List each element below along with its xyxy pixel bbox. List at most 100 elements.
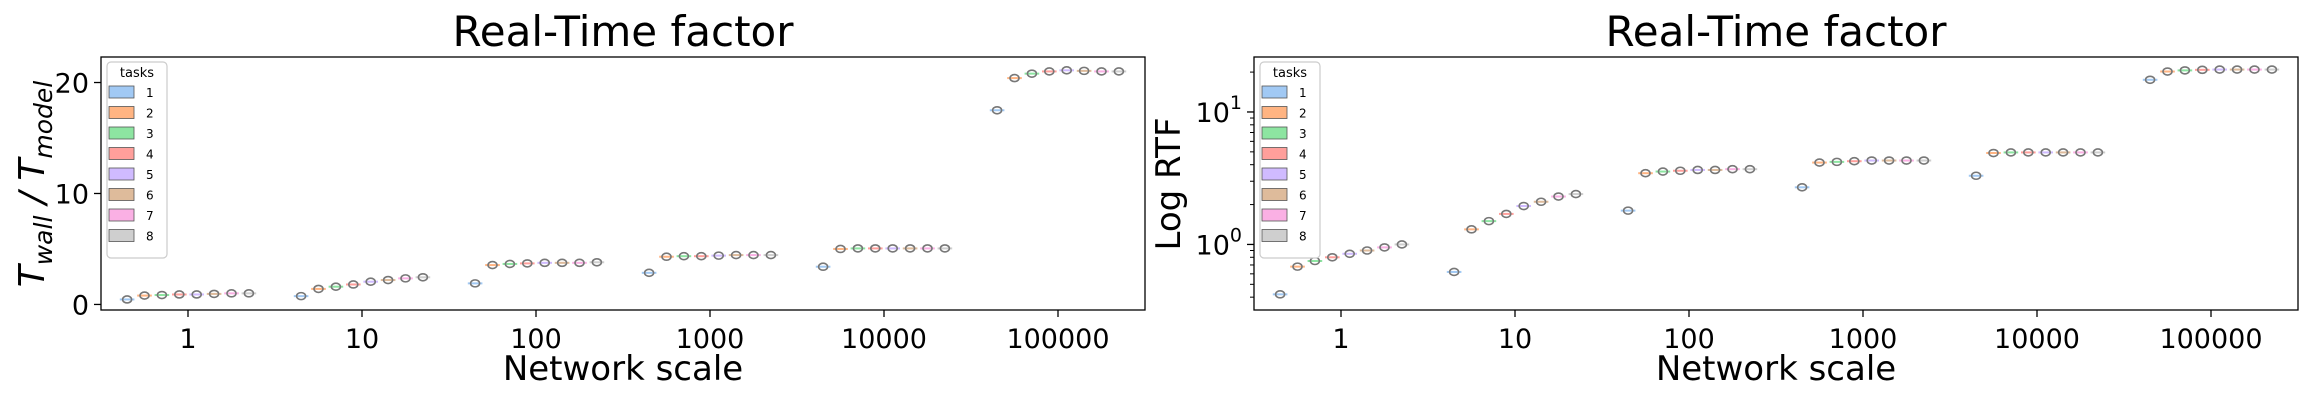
outlier-point	[1831, 157, 1843, 167]
outlier-point	[487, 260, 498, 270]
chart-title: Real-Time factor	[1605, 7, 1947, 56]
plot-area	[1253, 56, 2299, 311]
outlier-point	[817, 262, 829, 272]
y-label-sub1: wall	[29, 216, 58, 266]
outlier-point	[1344, 249, 1355, 259]
outlier-point	[521, 259, 533, 268]
outlier-point	[1675, 166, 1686, 176]
outlier-point	[2266, 65, 2278, 74]
x-tick-label: 100000	[1006, 324, 1109, 355]
x-axis-label: Network scale	[503, 349, 743, 389]
outlier-point	[1026, 69, 1038, 78]
outlier-point	[1970, 171, 1982, 181]
outlier-point	[904, 244, 916, 253]
legend-label: 7	[146, 209, 154, 223]
y-tick-base: 10	[1196, 98, 1230, 129]
outlier-point	[2231, 65, 2243, 74]
outlier-point	[661, 252, 672, 262]
outlier-point	[1744, 164, 1756, 174]
legend-swatch	[108, 188, 135, 201]
y-tick-exponent: 1	[1230, 92, 1242, 114]
legend: tasks 1 2 3 4 5 6 7 8	[1259, 61, 1321, 259]
legend-swatch	[1261, 208, 1288, 222]
outlier-point	[330, 282, 342, 291]
x-tick-label: 1	[179, 324, 196, 355]
outlier-point	[1849, 156, 1860, 166]
legend-label: 2	[1299, 107, 1307, 121]
outlier-point	[2092, 148, 2104, 157]
outlier-point	[1814, 158, 1825, 167]
outlier-point	[2057, 148, 2069, 157]
legend-swatch	[108, 147, 135, 160]
legend-label: 1	[1299, 86, 1307, 100]
outlier-point	[382, 275, 394, 285]
outlier-point	[2144, 75, 2156, 85]
y-tick-base: 10	[1196, 230, 1230, 261]
outlier-point	[226, 289, 237, 298]
legend-label: 1	[146, 86, 154, 100]
outlier-point	[1078, 66, 1090, 76]
x-tick-label: 1	[1332, 324, 1349, 355]
outlier-point	[365, 277, 377, 287]
outlier-point	[1553, 192, 1564, 201]
outlier-point	[1466, 225, 1477, 234]
outlier-point	[2040, 148, 2051, 157]
outlier-point	[1918, 156, 1930, 165]
x-tick-label: 10000	[841, 324, 927, 355]
x-tick-label: 1000	[1829, 324, 1898, 355]
outlier-point	[643, 268, 655, 278]
y-axis-label: Log RTF	[1149, 117, 1189, 250]
outlier-point	[1448, 267, 1460, 277]
outlier-point	[539, 258, 551, 268]
legend-label: 8	[1299, 230, 1307, 244]
outlier-point	[2023, 148, 2034, 157]
legend-swatch	[1261, 229, 1288, 242]
legend-title: tasks	[120, 66, 154, 81]
outlier-point	[139, 291, 150, 300]
outlier-point	[174, 290, 185, 299]
outlier-point	[1692, 165, 1703, 175]
outlier-point	[1518, 201, 1529, 211]
y-axis-label: Twall / Tmodel	[12, 81, 58, 288]
outlier-point	[922, 244, 933, 253]
outlier-point	[730, 250, 742, 260]
legend-label: 6	[146, 189, 154, 203]
outlier-point	[574, 258, 585, 268]
chart-panel-linear: Real-Time factor Twall / Tmodel Network …	[12, 7, 1146, 389]
legend-label: 4	[146, 148, 154, 162]
y-tick-exponent: 0	[1230, 224, 1242, 246]
outlier-point	[1657, 167, 1669, 176]
box-marks	[119, 66, 1127, 304]
outlier-point	[1535, 197, 1547, 207]
legend-swatch	[108, 229, 135, 242]
outlier-point	[469, 279, 481, 288]
outlier-point	[1483, 216, 1495, 226]
outlier-point	[243, 289, 255, 298]
outlier-point	[1096, 67, 1107, 76]
outlier-point	[939, 244, 951, 253]
outlier-point	[1709, 165, 1721, 175]
outlier-point	[2197, 65, 2208, 75]
plot-area	[100, 56, 1146, 311]
outlier-point	[1113, 67, 1125, 76]
outlier-point	[121, 295, 133, 304]
y-tick-label: 0	[72, 290, 89, 321]
outlier-point	[678, 251, 690, 261]
legend-swatch	[108, 208, 135, 222]
chart-title: Real-Time factor	[452, 7, 794, 56]
y-tick-label: 101	[1196, 92, 1242, 129]
y-tick-label: 10	[55, 179, 89, 210]
y-label-main: T	[12, 262, 53, 287]
x-axis-label: Network scale	[1656, 349, 1896, 389]
y-label-sub2: model	[29, 81, 58, 159]
y-tick-label: 100	[1196, 224, 1242, 261]
outlier-point	[417, 272, 429, 282]
legend-swatch	[1261, 147, 1288, 160]
legend-swatch	[1261, 85, 1288, 99]
outlier-point	[869, 244, 881, 253]
outlier-point	[713, 251, 725, 260]
legend-label: 5	[146, 168, 154, 182]
legend-swatch	[108, 106, 135, 119]
